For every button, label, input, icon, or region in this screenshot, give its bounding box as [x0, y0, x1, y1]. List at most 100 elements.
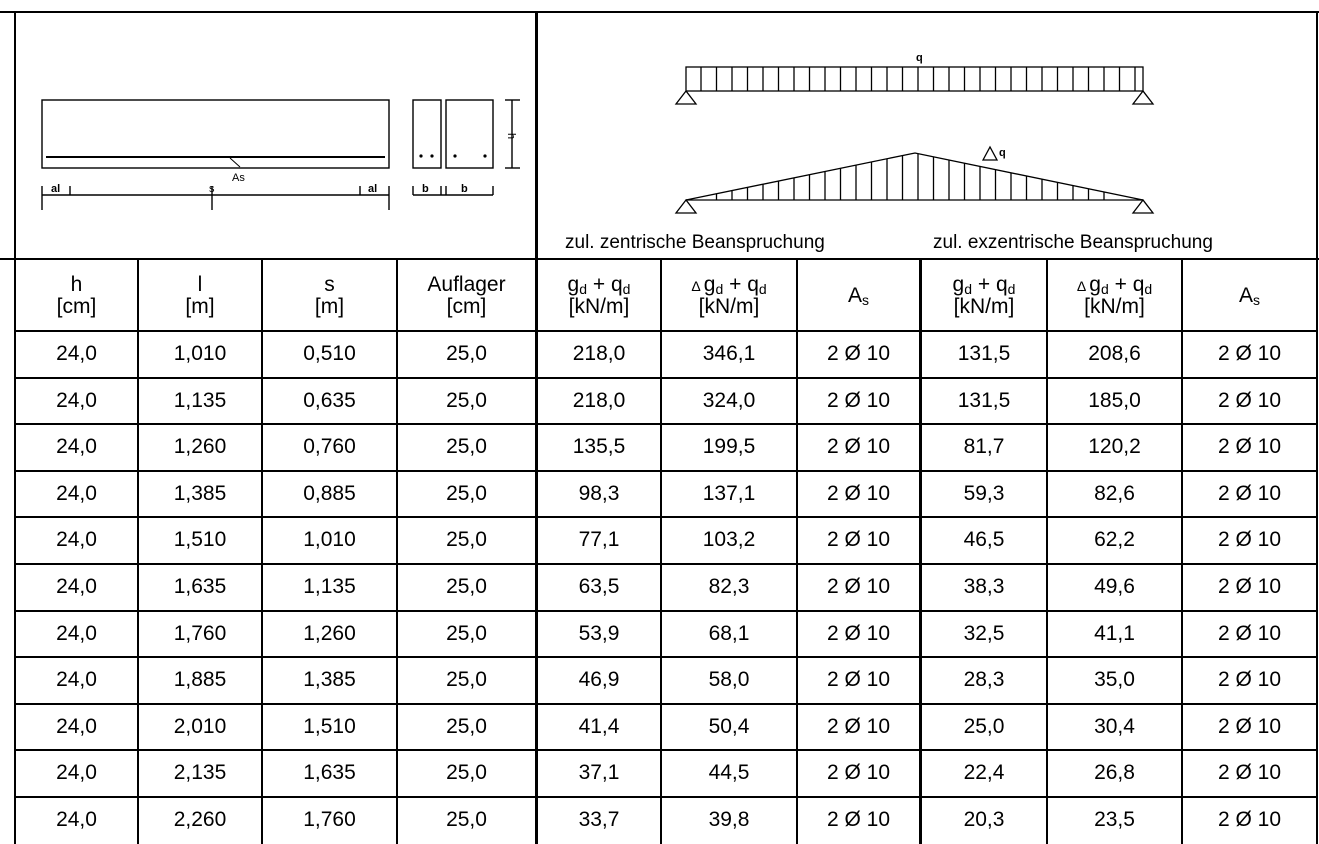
table-cell: 1,385 [173, 482, 227, 506]
table-cell: 2 Ø 10 [826, 668, 891, 692]
d-subscript: d [1144, 280, 1153, 297]
s-subscript: s [1253, 291, 1260, 308]
table-cell: 2 Ø 10 [1217, 808, 1282, 832]
table-cell: 1,010 [303, 528, 356, 552]
table-cell: 24,0 [56, 668, 97, 692]
d-subscript: d [1007, 280, 1016, 297]
header-h-symbol: h [70, 272, 83, 296]
g-symbol: g [567, 272, 580, 296]
table-cell: 1,510 [173, 528, 227, 552]
table-cell: 28,3 [963, 668, 1005, 692]
table-cell: 46,5 [963, 528, 1005, 552]
column-divider [137, 260, 139, 844]
header-dgq-eccentric: Δ gd + qd [kN/m] [1048, 262, 1181, 330]
table-cell: 25,0 [963, 715, 1005, 739]
table-cell: 25,0 [446, 575, 487, 599]
header-as-eccentric: As [1183, 262, 1316, 330]
header-gq-central: gd + qd [kN/m] [538, 262, 660, 330]
table-cell: 2 Ø 10 [1217, 668, 1282, 692]
row-divider [14, 796, 1318, 798]
header-gq-eccentric-unit: [kN/m] [953, 295, 1015, 319]
row-divider [14, 610, 1318, 612]
table-cell: 25,0 [446, 668, 487, 692]
row-divider [14, 656, 1318, 658]
label-b-left: b [422, 183, 429, 195]
table-cell: 2 Ø 10 [1217, 482, 1282, 506]
table-cell: 38,3 [963, 575, 1005, 599]
d-subscript: d [758, 280, 767, 297]
table-cell: 82,6 [1094, 482, 1135, 506]
table-cell: 24,0 [56, 622, 97, 646]
label-b-right: b [461, 183, 468, 195]
table-cell: 25,0 [446, 622, 487, 646]
table-cell: 1,760 [173, 622, 227, 646]
table-cell: 25,0 [446, 482, 487, 506]
header-gq-central-unit: [kN/m] [568, 295, 630, 319]
column-divider [261, 260, 263, 844]
table-cell: 81,7 [963, 435, 1005, 459]
g-symbol: g [703, 272, 716, 296]
d-subscript: d [715, 280, 724, 297]
table-cell: 120,2 [1088, 435, 1141, 459]
table-cell: 33,7 [578, 808, 620, 832]
table-cell: 1,510 [303, 715, 356, 739]
table-cell: 2,135 [173, 761, 227, 785]
table-cell: 2 Ø 10 [826, 761, 891, 785]
header-auflager: Auflager [cm] [398, 262, 535, 330]
delta-symbol: Δ [1076, 277, 1090, 294]
table-cell: 2 Ø 10 [826, 715, 891, 739]
table-cell: 103,2 [702, 528, 756, 552]
header-gq-central-formula: gd + qd [567, 272, 631, 297]
label-As: As [232, 172, 245, 184]
table-cell: 1,385 [303, 668, 356, 692]
table-cell: 346,1 [702, 342, 756, 366]
table-cell: 53,9 [578, 622, 620, 646]
table-cell: 2,260 [173, 808, 227, 832]
row-divider [14, 749, 1318, 751]
table-cell: 2 Ø 10 [1217, 528, 1282, 552]
table-cell: 41,1 [1094, 622, 1135, 646]
header-s-unit: [m] [314, 295, 345, 318]
table-cell: 24,0 [56, 342, 97, 366]
a-symbol: A [847, 283, 862, 307]
header-s-symbol: s [324, 272, 335, 296]
table-cell: 37,1 [578, 761, 620, 785]
table-cell: 1,135 [173, 389, 227, 413]
table-cell: 25,0 [446, 435, 487, 459]
table-cell: 24,0 [56, 575, 97, 599]
header-l-unit: [m] [185, 295, 215, 318]
header-divider [0, 258, 1319, 260]
caption-eccentric: zul. exzentrische Beanspruchung [933, 232, 1213, 253]
table-cell: 0,635 [303, 389, 356, 413]
table-cell: 1,010 [173, 342, 227, 366]
label-al-left: al [51, 183, 60, 195]
table-cell: 2 Ø 10 [826, 808, 891, 832]
table-cell: 1,760 [303, 808, 356, 832]
table-cell: 23,5 [1094, 808, 1135, 832]
table-cell: 58,0 [708, 668, 750, 692]
table-cell: 137,1 [702, 482, 756, 506]
table-cell: 208,6 [1088, 342, 1141, 366]
table-cell: 2 Ø 10 [1217, 575, 1282, 599]
table-cell: 2 Ø 10 [1217, 389, 1282, 413]
d-subscript: d [579, 280, 588, 297]
border-left [14, 11, 16, 844]
g-symbol: g [1089, 272, 1101, 296]
table-cell: 25,0 [446, 715, 487, 739]
table-cell: 2 Ø 10 [826, 528, 891, 552]
row-divider [14, 470, 1318, 472]
header-l: l [m] [139, 262, 261, 330]
table-cell: 20,3 [963, 808, 1005, 832]
label-s: s [209, 183, 215, 195]
caption-central: zul. zentrische Beanspruchung [565, 232, 825, 253]
diagram-divider [535, 11, 538, 844]
border-top [0, 11, 1319, 13]
table-cell: 1,885 [173, 668, 227, 692]
table-cell: 2 Ø 10 [826, 342, 891, 366]
table-cell: 2 Ø 10 [826, 435, 891, 459]
table-cell: 25,0 [446, 528, 487, 552]
s-subscript: s [862, 291, 869, 308]
table-cell: 63,5 [578, 575, 620, 599]
column-divider [1046, 260, 1048, 844]
load-diagram: q q [674, 52, 1155, 214]
